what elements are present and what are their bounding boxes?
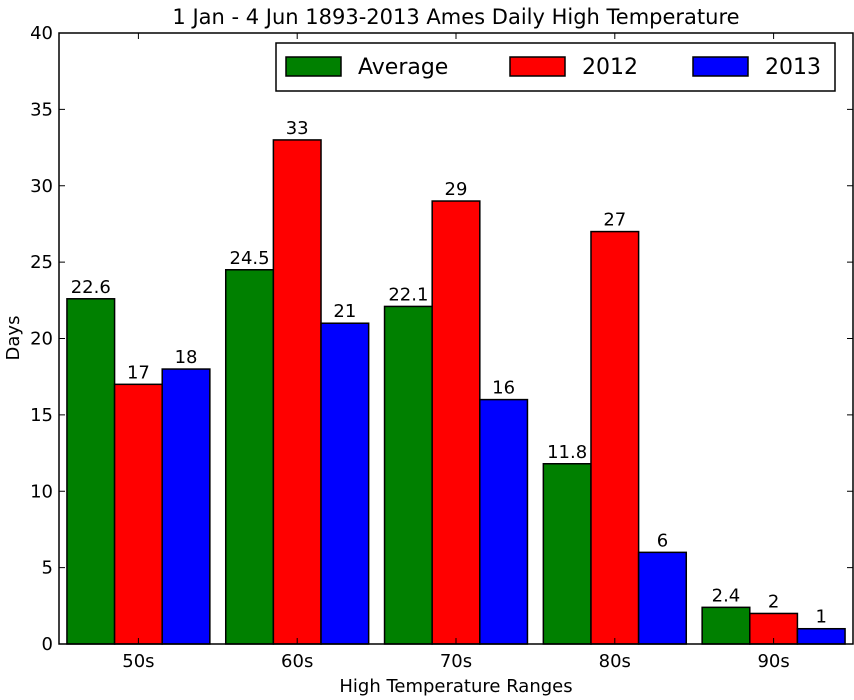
data-label-2012-90s: 2 — [768, 591, 779, 612]
y-tick-label: 30 — [30, 176, 53, 197]
y-axis-title: Days — [3, 316, 24, 361]
y-tick-label: 10 — [30, 481, 53, 502]
bar-average-70s — [383, 305, 433, 645]
legend-label-2013: 2013 — [765, 55, 821, 80]
bar-2012-70s — [431, 200, 481, 645]
data-label-2013-80s: 6 — [657, 530, 668, 551]
y-tick-label: 25 — [30, 252, 53, 273]
bar-2013-60s — [320, 322, 370, 645]
data-labels-layer: 22.6 24.5 22.1 11.8 2.4 17 33 29 27 2 18 21 16 6 1 — [71, 118, 827, 628]
x-tick-label-70s: 70s — [440, 651, 472, 672]
legend-swatch-average — [285, 56, 342, 77]
data-label-average-90s: 2.4 — [712, 585, 741, 606]
bar-2012-50s — [113, 383, 163, 645]
data-label-2013-90s: 1 — [816, 607, 827, 628]
x-axis-title: High Temperature Ranges — [339, 676, 572, 697]
chart-title: 1 Jan - 4 Jun 1893-2013 Ames Daily High … — [172, 5, 739, 29]
data-label-average-70s: 22.1 — [388, 284, 428, 305]
data-label-2013-70s: 16 — [492, 378, 515, 399]
bar-2012-80s — [590, 230, 640, 645]
data-label-average-50s: 22.6 — [71, 277, 111, 298]
data-label-2012-60s: 33 — [286, 118, 309, 139]
bar-average-80s — [542, 463, 592, 645]
bar-average-90s — [701, 606, 751, 645]
y-tick-label: 15 — [30, 405, 53, 426]
y-tick-label: 5 — [42, 558, 53, 579]
data-label-average-80s: 11.8 — [547, 442, 587, 463]
data-label-2012-70s: 29 — [445, 179, 468, 200]
data-label-2013-50s: 18 — [175, 347, 198, 368]
y-tick-label: 35 — [30, 99, 53, 120]
data-label-2012-50s: 17 — [127, 362, 150, 383]
y-tick-label: 0 — [42, 634, 53, 655]
bar-average-60s — [224, 269, 275, 645]
legend-label-2012: 2012 — [582, 55, 638, 80]
x-tick-label-90s: 90s — [757, 651, 789, 672]
data-label-2013-60s: 21 — [333, 301, 356, 322]
bar-2012-60s — [272, 139, 322, 645]
legend-swatch-2013 — [692, 56, 749, 77]
x-tick-label-60s: 60s — [281, 651, 313, 672]
legend-label-average: Average — [358, 55, 448, 80]
y-tick-label: 20 — [30, 329, 53, 350]
axes-layer: 0 5 10 15 20 25 30 35 40 50s 60s 70s 80s 90s — [30, 23, 854, 672]
x-tick-label-80s: 80s — [599, 651, 631, 672]
legend: Average 2012 2013 — [275, 42, 836, 92]
data-label-average-60s: 24.5 — [230, 248, 270, 269]
data-label-2012-80s: 27 — [603, 210, 626, 231]
x-tick-label-50s: 50s — [122, 651, 154, 672]
bars-layer — [66, 139, 846, 645]
legend-swatch-2012 — [509, 56, 566, 77]
bar-2013-90s — [796, 627, 846, 645]
bar-2013-50s — [161, 368, 211, 645]
y-tick-label: 40 — [30, 23, 53, 44]
bar-2013-70s — [479, 398, 529, 645]
bar-2013-80s — [637, 551, 688, 645]
bar-average-50s — [66, 298, 116, 645]
